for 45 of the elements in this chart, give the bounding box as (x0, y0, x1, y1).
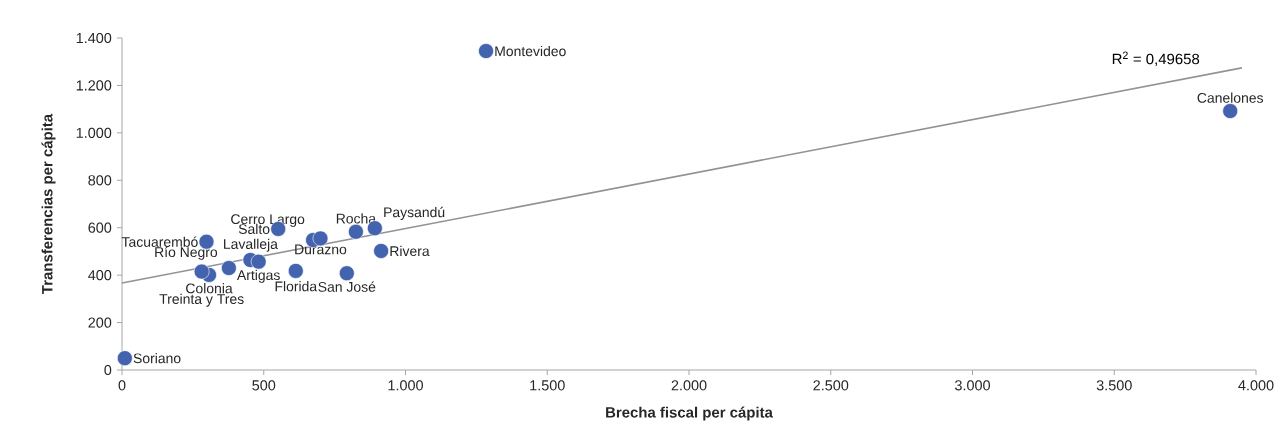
annotation: R$^{2}$ = 0,49658 (1112, 51, 1200, 67)
series-label: Montevideo (495, 45, 566, 57)
point (193, 263, 210, 280)
series-label: Río Negro (155, 246, 218, 260)
series-label: Lavalleja (224, 238, 278, 252)
x-tick-label: 3.000 (954, 380, 991, 391)
y-tick-label: 400 (88, 270, 112, 281)
x-tick-label: 1.500 (530, 380, 565, 391)
series-label: Soriano (133, 353, 181, 364)
series-label: San José (318, 281, 376, 292)
series-label: Canelones (1197, 92, 1264, 103)
point (348, 223, 364, 240)
y-tick-label: 200 (88, 317, 112, 328)
point (221, 260, 237, 276)
point (1222, 103, 1239, 119)
point (478, 43, 494, 59)
series-label: Rivera (390, 245, 430, 257)
y-tick-label: 1.400 (76, 32, 112, 44)
series-label: Florida (275, 281, 318, 292)
y-tick-label: 0 (104, 364, 112, 376)
y-axis-title: Transferencias per cápita (41, 113, 56, 294)
x-tick-label: 1.000 (388, 380, 424, 391)
point (287, 263, 304, 279)
y-tick-label: 600 (88, 222, 112, 233)
series-label: Artigas (236, 269, 280, 283)
series-label: Rocha (336, 213, 377, 224)
point (373, 243, 389, 259)
series-label: Colonia (186, 283, 233, 294)
series-label: Treinta y Tres (159, 293, 244, 307)
point (117, 350, 133, 366)
x-tick-label: 2.500 (813, 380, 849, 391)
x-tick-label: 500 (252, 380, 276, 391)
point (339, 265, 355, 282)
point (250, 253, 267, 270)
series-label: Tacuarembó (121, 236, 198, 247)
series-label: Paysandú (384, 206, 445, 220)
x-tick-label: 0 (118, 380, 126, 391)
x-tick-label: 2.000 (671, 380, 707, 391)
series-label: Durazno (295, 244, 347, 255)
y-tick-label: 1.200 (76, 80, 112, 91)
x-axis-title: Brecha fiscal per cápita (606, 406, 773, 421)
y-tick-label: 1.000 (76, 127, 112, 138)
x-tick-label: 3.500 (1096, 380, 1132, 391)
x-tick-label: 4.000 (1238, 380, 1274, 391)
y-tick-label: 800 (88, 175, 112, 186)
